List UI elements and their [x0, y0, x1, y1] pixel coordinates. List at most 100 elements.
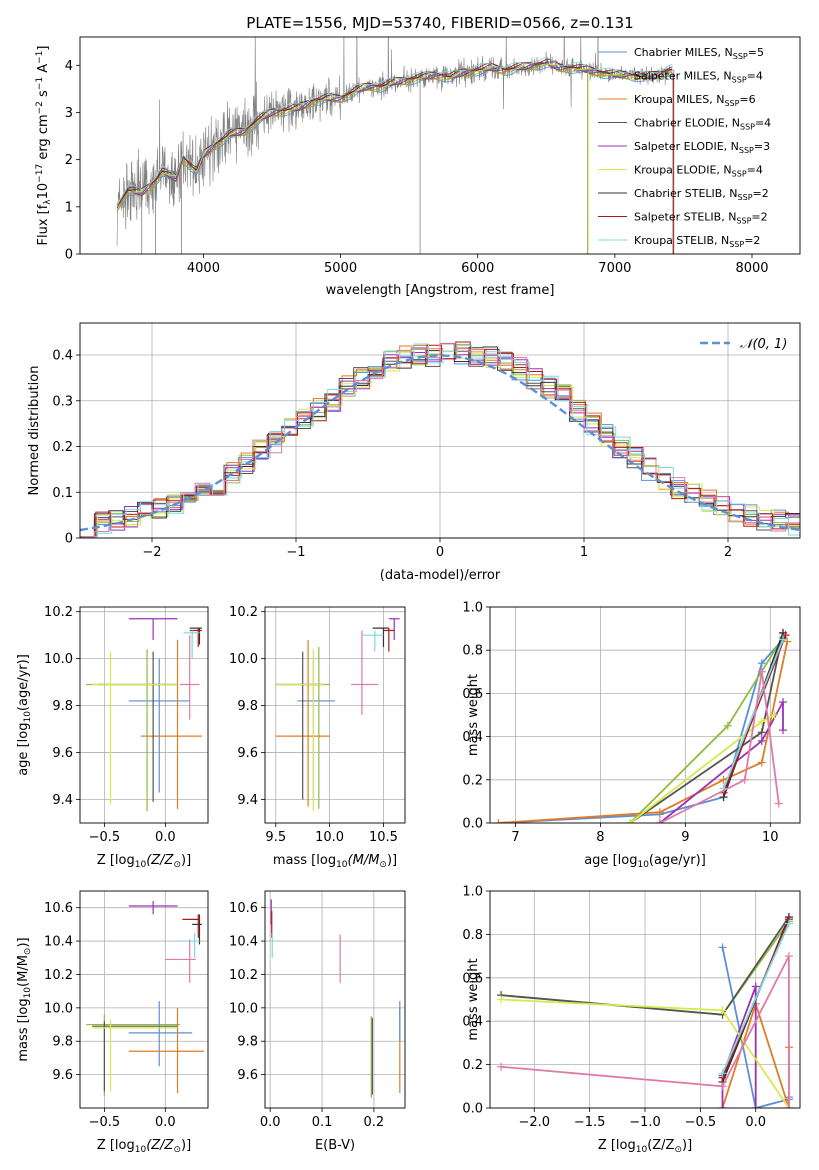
weight-line-3: [498, 641, 789, 823]
age_vs_Z-frame: [79, 606, 209, 824]
y-tick-label: 9.4: [52, 793, 73, 808]
mass_weight_vs_Z-xlabel: Z [log10(Z/Z⊙)]: [598, 1138, 692, 1155]
mass_vs_Z-axes: −0.5 0.0 9.6 9.8 10.0 10.2 10.4 10.6: [44, 891, 208, 1130]
age_vs_mass-xlabel-part: )]: [387, 853, 397, 868]
legend-sub: SSP: [740, 123, 755, 132]
y-tick-label: 10.2: [229, 968, 258, 983]
legend-name: Chabrier STELIB, N: [634, 187, 738, 200]
y-tick-label: 0.6: [462, 971, 483, 986]
y-tick-label: 1.0: [462, 601, 483, 616]
x-tick-label: 0.0: [260, 1115, 281, 1130]
legend-sub: SSP: [732, 76, 747, 85]
spectrum-ylabel-part: −1: [35, 51, 45, 64]
weight-line-5: [659, 701, 784, 823]
y-tick-label: 0.1: [52, 486, 73, 501]
y-tick-label: 0.4: [462, 730, 483, 745]
spectrum-ylabel-part: erg cm: [36, 114, 51, 163]
spectrum-frame: [79, 36, 801, 255]
age_vs_mass-xlabel-part: 10: [336, 860, 348, 870]
residual-hist-10: [80, 342, 800, 538]
mass_vs_Z-xlabel-part: 10: [135, 1145, 147, 1155]
residual-hist-2: [81, 343, 800, 538]
y-tick-label: 0.2: [462, 773, 483, 788]
x-tick-label: −0.5: [685, 1115, 717, 1130]
legend-entry: Salpeter STELIB, NSSP=2: [634, 211, 768, 226]
weight-line-10: [501, 955, 790, 1108]
legend-name: Kroupa STELIB, N: [634, 234, 729, 247]
legend-name: Salpeter MILES, N: [634, 70, 732, 83]
y-tick-label: 1: [65, 200, 73, 215]
age_vs_Z-xlabel-part: Z [log: [97, 853, 135, 868]
y-tick-label: 0.4: [52, 349, 73, 364]
model-line-3: [116, 62, 673, 211]
mass_vs_Z-ylabel-part: (M/M: [16, 955, 31, 987]
mass_vs_Z-ylabel-part: )]: [16, 937, 31, 947]
x-tick-label: 7: [511, 830, 519, 845]
residuals-ylabel: Normed distribution: [27, 366, 42, 496]
legend-tail: =4: [747, 164, 763, 177]
weight-line-4: [629, 632, 784, 823]
legend-name: Chabrier MILES, N: [634, 46, 733, 59]
legend-entry: Chabrier STELIB, NSSP=2: [634, 187, 769, 202]
y-tick-label: 9.6: [52, 746, 73, 761]
panels: 4000 5000 6000 7000 8000 0 1 2 3 4 wavelength [Ang…: [16, 36, 801, 1155]
mass_weight_vs_age-plot: [494, 628, 792, 823]
y-tick-label: 2: [65, 153, 73, 168]
mass_vs_Z-ylabel-part: 10: [23, 987, 33, 999]
mass_weight_vs_Z-xlabel-part: 10: [636, 1145, 648, 1155]
y-tick-label: 0.2: [462, 1058, 483, 1073]
model-line-2: [116, 64, 673, 212]
mass_vs_Z-ylabel-part: mass [log: [16, 998, 31, 1061]
model-line-7: [116, 61, 673, 205]
legend-sub: SSP: [732, 170, 747, 179]
x-tick-label: 10: [762, 830, 779, 845]
age_vs_mass-axes: 9.5 10.0 10.5 9.4 9.6 9.8 10.0 10.2: [229, 605, 405, 845]
x-tick-label: 8000: [735, 261, 768, 276]
y-tick-label: 0.0: [462, 817, 483, 832]
legend-entry: Salpeter MILES, NSSP=4: [634, 70, 763, 85]
legend-tail: =4: [747, 70, 763, 83]
y-tick-label: 0: [65, 248, 73, 263]
x-tick-label: −2.0: [518, 1115, 550, 1130]
y-tick-label: 3: [65, 106, 73, 121]
legend-entry: Chabrier ELODIE, NSSP=4: [634, 117, 771, 132]
y-tick-label: 9.8: [237, 1035, 258, 1050]
legend-entry: Kroupa MILES, NSSP=6: [634, 93, 756, 108]
gaussian-curve: [80, 354, 800, 532]
figure-title: PLATE=1556, MJD=53740, FIBERID=0566, z=0…: [246, 14, 633, 32]
y-tick-label: 1.0: [462, 885, 483, 900]
age_vs_mass-xlabel-part: ⊙: [379, 860, 387, 870]
y-tick-label: 0.8: [462, 644, 483, 659]
y-tick-label: 9.6: [237, 746, 258, 761]
legend-name: Kroupa ELODIE, N: [634, 164, 732, 177]
x-tick-label: 0.2: [364, 1115, 385, 1130]
legend-tail: =6: [739, 93, 755, 106]
y-tick-label: 10.0: [229, 1001, 258, 1016]
mass_vs_Z-frame: [79, 890, 209, 1109]
mass_weight_vs_age-frame: [489, 606, 801, 824]
mass_weight_vs_Z-xlabel-part: Z [log: [598, 1138, 636, 1153]
model-line-4: [116, 62, 673, 209]
mass_weight_vs_age-xlabel-part: (age/yr)]: [649, 853, 706, 868]
legend-tail: =2: [751, 211, 767, 224]
legend-tail: =2: [744, 234, 760, 247]
mass_vs_EBV-axes: 0.0 0.1 0.2 9.6 9.8 10.0 10.2 10.4 10.6: [229, 891, 405, 1130]
y-tick-label: 9.8: [237, 699, 258, 714]
x-tick-label: 2: [724, 545, 732, 560]
residual-hist-8: [81, 341, 800, 538]
age_vs_Z-axes: −0.5 0.0 9.4 9.6 9.8 10.0 10.2: [44, 605, 208, 845]
x-tick-label: 10.0: [315, 830, 344, 845]
spectrum-ylabel-part: A: [36, 64, 51, 77]
y-tick-label: 0.2: [52, 440, 73, 455]
residuals-xlabel: (data-model)/error: [380, 568, 501, 583]
mass_vs_EBV-plot: [270, 899, 401, 1098]
mass_weight_vs_Z-plot: [497, 913, 793, 1108]
legend-name: Chabrier ELODIE, N: [634, 117, 740, 130]
legend-name: Kroupa MILES, N: [634, 93, 724, 106]
y-tick-label: 9.6: [52, 1068, 73, 1083]
x-tick-label: 0.1: [312, 1115, 333, 1130]
legend-sub: SSP: [736, 217, 751, 226]
y-tick-label: 10.6: [229, 901, 258, 916]
residual-hist-3: [82, 344, 800, 538]
